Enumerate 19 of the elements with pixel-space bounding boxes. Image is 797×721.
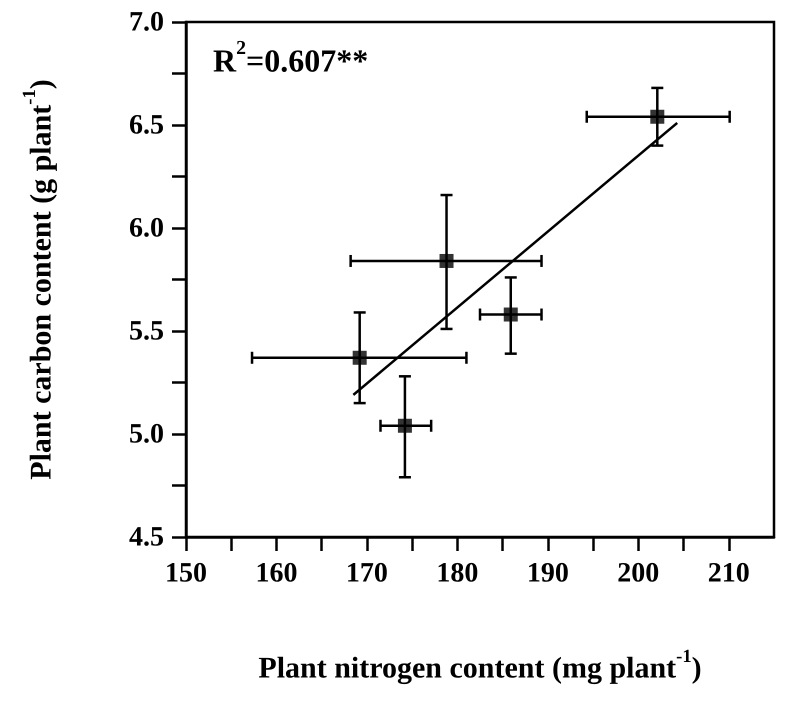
y-tick-label: 7.0 (129, 6, 164, 38)
x-tick-label: 170 (346, 558, 388, 588)
point (650, 110, 664, 124)
y-axis-title: Plant carbon content (g plant-1) (19, 79, 58, 480)
x-tick-label: 190 (526, 558, 569, 588)
point (504, 308, 518, 322)
point (440, 254, 454, 268)
text: 5.5 (129, 316, 164, 346)
text: 4.5 (129, 522, 164, 552)
x-tick-label: 150 (165, 558, 207, 588)
point (398, 418, 412, 433)
x-tick-label: 210 (708, 558, 750, 588)
x-tick-label: 180 (436, 558, 478, 588)
text: 6.5 (129, 110, 164, 140)
point (352, 350, 367, 365)
x-tick-label: 200 (617, 558, 660, 588)
y-tick-label: 6.0 (129, 212, 164, 244)
x-tick-label: 160 (255, 558, 298, 588)
y-tick-label: 5.0 (129, 418, 164, 450)
